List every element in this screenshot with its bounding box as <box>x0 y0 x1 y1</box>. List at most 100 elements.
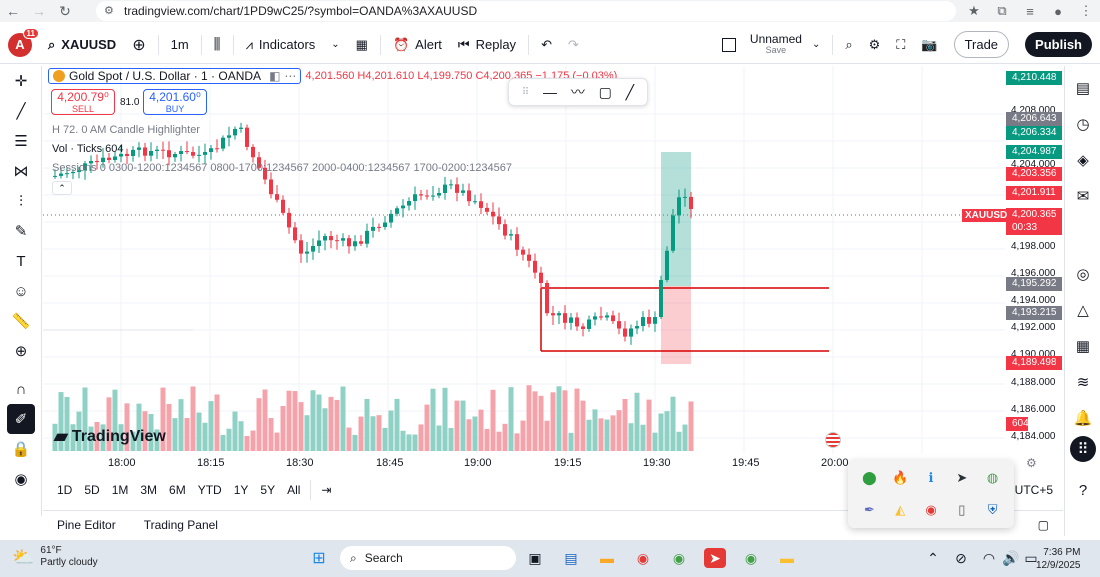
timezone-button[interactable]: UTC+5 <box>1014 483 1053 497</box>
brush-tool-icon[interactable]: ╱ <box>625 83 635 100</box>
emoji-icon[interactable]: ☺ <box>13 282 29 300</box>
text-icon[interactable]: T <box>16 252 26 270</box>
tab-pine-editor[interactable]: Pine Editor <box>57 517 116 532</box>
range-3m[interactable]: 3M <box>140 483 158 497</box>
media-icon[interactable]: ≡ <box>1026 3 1034 19</box>
maximize-panel-icon[interactable]: ▢ <box>1037 517 1049 532</box>
flame-app-icon[interactable]: 🔥 <box>892 470 909 485</box>
zoom-in-icon[interactable]: ⊕ <box>14 343 28 360</box>
weather-widget[interactable]: ⛅ 61°F Partly cloudy <box>12 545 98 569</box>
show-hidden-icons-chevron[interactable]: ⌃ <box>927 549 939 566</box>
help-icon[interactable]: ? <box>1078 481 1088 499</box>
time-axis[interactable]: 18:00 18:15 18:30 18:45 19:00 19:15 19:3… <box>43 455 1003 471</box>
go-to-date-icon[interactable]: ⇥ <box>321 483 332 497</box>
path-tool-icon[interactable]: 〰 <box>570 84 585 100</box>
trend-line-icon[interactable]: ╱ <box>16 103 26 120</box>
collapse-legend-button[interactable]: ⌃ <box>52 181 72 195</box>
reload-icon[interactable]: ↻ <box>59 2 71 19</box>
quick-search-button[interactable]: ⌕ <box>837 26 860 64</box>
drag-handle-icon[interactable]: ⠿ <box>521 86 530 98</box>
buy-button[interactable]: 4,201.60⁰ BUY <box>143 89 207 115</box>
battery-icon[interactable]: ▭ <box>1024 549 1038 566</box>
globe-app-icon[interactable]: ◍ <box>986 470 999 485</box>
trade-button[interactable]: Trade <box>953 31 1010 58</box>
ideas-icon[interactable]: △ <box>1077 302 1089 319</box>
alert-button[interactable]: ⏰ Alert <box>385 26 450 64</box>
magnet-icon[interactable]: ∩ <box>15 380 27 398</box>
range-1m[interactable]: 1M <box>111 483 129 497</box>
broadcast-icon[interactable]: ≋ <box>1076 374 1090 391</box>
fullscreen-button[interactable]: ⛶ <box>888 26 913 64</box>
target-icon[interactable]: ◎ <box>1076 266 1090 283</box>
forward-icon[interactable]: → <box>32 3 46 19</box>
chrome-profile-icon[interactable]: ◉ <box>672 549 686 566</box>
site-info-icon[interactable]: ⚙ <box>104 5 114 17</box>
task-view-icon[interactable]: ▣ <box>528 549 542 566</box>
wifi-icon[interactable]: ◠ <box>982 549 996 566</box>
eye-hide-icon[interactable]: ◧ <box>269 69 281 83</box>
range-ytd[interactable]: YTD <box>197 483 222 497</box>
price-chart[interactable] <box>43 66 1063 471</box>
replay-button[interactable]: ⏮ Replay <box>450 26 524 64</box>
chart-settings-gear-icon[interactable]: ⚙ <box>1026 456 1037 470</box>
stay-in-drawing-icon[interactable]: ✐ <box>7 404 35 434</box>
line-tool-icon[interactable]: — <box>543 84 558 100</box>
brush-icon[interactable]: ✎ <box>14 223 28 240</box>
ruler-icon[interactable]: 📏 <box>11 313 31 330</box>
crosshair-icon[interactable]: ✛ <box>14 73 28 90</box>
symbol-legend[interactable]: Gold Spot / U.S. Dollar · 1 · OANDA ◧ ⋯ <box>48 68 302 84</box>
pattern-icon[interactable]: ⋈ <box>13 163 29 180</box>
settings-button[interactable]: ⚙ <box>861 26 889 64</box>
profile-icon[interactable]: ● <box>1054 3 1062 19</box>
rectangle-tool-icon[interactable]: ▢ <box>598 83 612 100</box>
chat-icon[interactable]: ✉ <box>1076 188 1090 205</box>
indicator-volume[interactable]: Vol · Ticks 604 <box>52 143 124 155</box>
chart-type-button[interactable]: ⫼ <box>206 26 229 64</box>
info-app-icon[interactable]: ℹ <box>928 470 934 485</box>
price-axis[interactable]: 4,208.000 4,204.000 4,198.000 4,196.000 … <box>1005 66 1063 456</box>
indicator-templates-button[interactable]: ⌄ <box>323 26 347 64</box>
publish-button[interactable]: Publish <box>1025 32 1092 57</box>
taskbar-search[interactable]: ⌕ Search <box>340 546 516 570</box>
compare-button[interactable]: ⊕ <box>124 26 153 64</box>
drive-app-icon[interactable]: ◭ <box>895 502 906 517</box>
indicator-sessions[interactable]: Sessions 0 0300-1200:1234567 0800-1700:1… <box>52 162 512 174</box>
interval-button[interactable]: 1m <box>163 26 197 64</box>
usb-icon[interactable]: ▯ <box>958 502 966 517</box>
chrome-tray-icon[interactable]: ◉ <box>925 502 937 517</box>
range-6m[interactable]: 6M <box>169 483 186 497</box>
utorrent-icon[interactable]: ⬤ <box>862 470 877 485</box>
horizontal-lines-icon[interactable]: ☰ <box>14 133 28 150</box>
extensions-icon[interactable]: ⧉ <box>997 3 1007 18</box>
more-icon[interactable]: ⋯ <box>284 69 297 83</box>
chrome-icon[interactable]: ◉ <box>636 549 650 566</box>
layers-icon[interactable]: ◈ <box>1077 152 1089 169</box>
app-icon[interactable]: ▤ <box>564 549 578 566</box>
us-flag-icon[interactable] <box>825 432 841 448</box>
range-5d[interactable]: 5D <box>84 483 100 497</box>
back-icon[interactable]: ← <box>6 3 20 19</box>
apps-grid-icon[interactable]: ⠿ <box>1070 436 1096 462</box>
watchlist-icon[interactable]: ▤ <box>1075 80 1091 97</box>
menu-icon[interactable]: ⋮ <box>1079 3 1093 18</box>
redo-button[interactable]: ↷ <box>560 26 587 64</box>
chrome-alt-icon[interactable]: ◉ <box>744 549 758 566</box>
range-1y[interactable]: 1Y <box>233 483 249 497</box>
telegram-tray-icon[interactable]: ➤ <box>956 470 968 485</box>
yellow-app-icon[interactable]: ▬ <box>780 550 794 566</box>
range-1d[interactable]: 1D <box>57 483 73 497</box>
layouts-button[interactable]: ▦ <box>348 26 376 64</box>
user-avatar[interactable]: A 11 <box>8 27 39 57</box>
pen-app-icon[interactable]: ✒ <box>863 502 875 517</box>
symbol-search[interactable]: ⌕ XAUUSD <box>40 26 124 64</box>
bell-icon[interactable]: 🔔 <box>1073 410 1093 427</box>
network-off-icon[interactable]: ⊘ <box>955 549 967 566</box>
bookmark-star-icon[interactable]: ★ <box>968 3 980 18</box>
calendar-icon[interactable]: ▦ <box>1075 338 1091 355</box>
lock-icon[interactable]: 🔒 <box>11 441 31 458</box>
snapshot-button[interactable]: 📷 <box>913 26 945 64</box>
tab-trading-panel[interactable]: Trading Panel <box>143 517 218 532</box>
sell-button[interactable]: 4,200.79⁰ SELL <box>51 89 115 115</box>
eye-icon[interactable]: ◉ <box>14 471 28 488</box>
fib-icon[interactable]: ⫶ <box>19 192 23 210</box>
